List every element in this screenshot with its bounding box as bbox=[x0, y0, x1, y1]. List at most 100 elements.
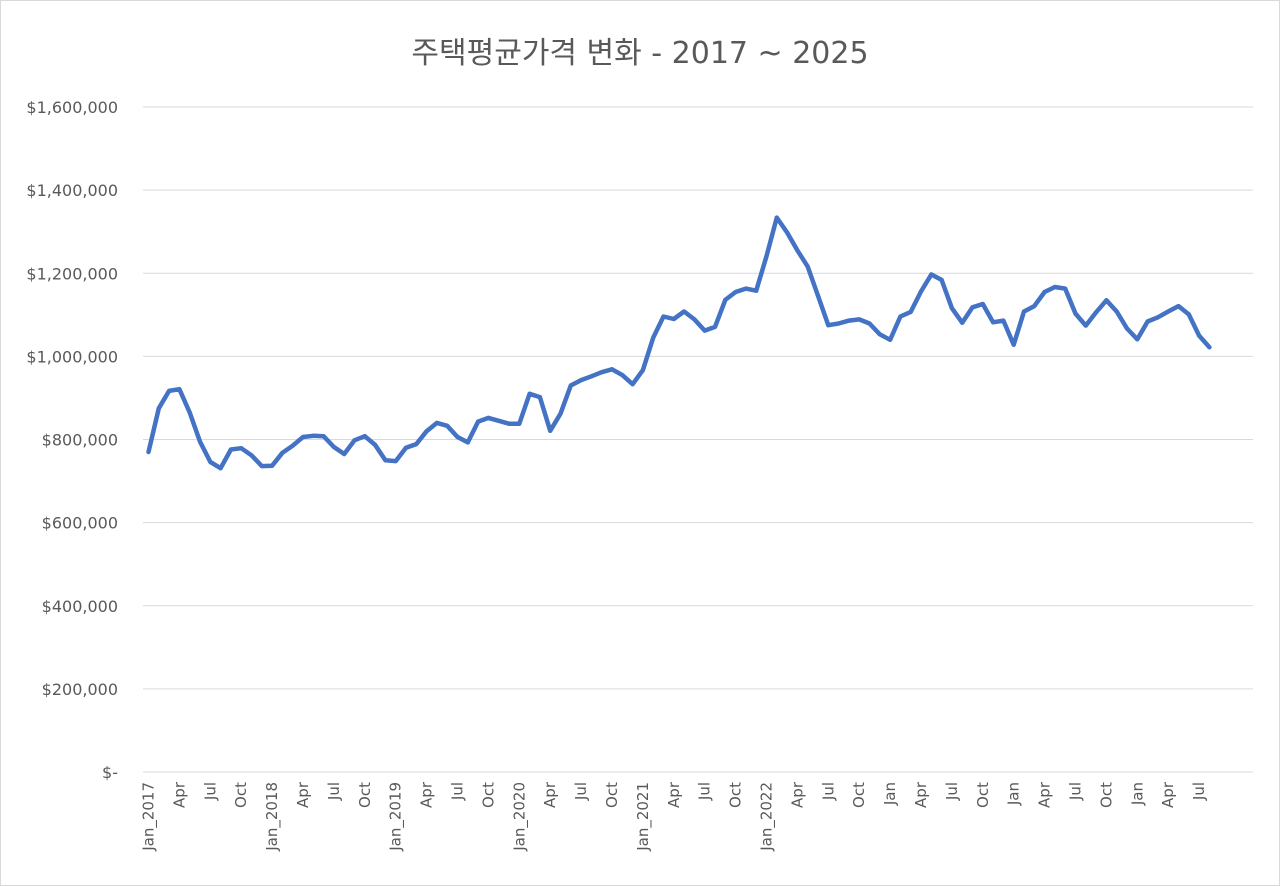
data-point bbox=[455, 435, 460, 439]
data-point bbox=[795, 248, 800, 253]
data-point bbox=[270, 463, 275, 468]
x-tick-label: Oct bbox=[727, 782, 745, 808]
x-tick-label: Oct bbox=[232, 782, 250, 808]
x-tick-label: Apr bbox=[1036, 781, 1054, 808]
data-point bbox=[1073, 311, 1078, 316]
data-point bbox=[424, 429, 429, 434]
data-point bbox=[290, 443, 295, 448]
data-point bbox=[702, 328, 707, 333]
data-point bbox=[156, 406, 161, 411]
data-point bbox=[661, 314, 666, 319]
data-point bbox=[826, 323, 831, 328]
data-point bbox=[1001, 318, 1006, 323]
data-point bbox=[476, 419, 481, 424]
data-point bbox=[177, 387, 182, 392]
data-point bbox=[733, 290, 738, 294]
data-point bbox=[1155, 315, 1160, 320]
x-tick-label: Oct bbox=[603, 782, 621, 808]
data-point bbox=[620, 373, 625, 378]
data-point bbox=[393, 459, 398, 464]
data-point bbox=[764, 254, 769, 259]
data-point bbox=[1104, 298, 1109, 303]
data-point bbox=[198, 439, 202, 444]
x-tick-label: Jan_2017 bbox=[140, 782, 159, 852]
data-point bbox=[507, 421, 511, 426]
data-point bbox=[692, 317, 697, 322]
series-layer bbox=[146, 215, 1212, 471]
data-point bbox=[167, 388, 172, 393]
data-point bbox=[414, 442, 419, 447]
data-point bbox=[919, 289, 923, 294]
x-tick-label: Jan_2022 bbox=[758, 782, 777, 852]
data-point bbox=[434, 420, 439, 425]
data-point bbox=[754, 288, 759, 293]
y-tick-label: $200,000 bbox=[42, 680, 118, 699]
y-tick-label: $600,000 bbox=[42, 514, 118, 533]
x-tick-label: Oct bbox=[850, 782, 868, 808]
x-tick-label: Jul bbox=[325, 782, 343, 801]
data-point bbox=[352, 438, 357, 443]
data-point bbox=[404, 445, 408, 450]
data-point bbox=[579, 378, 584, 383]
x-tick-label: Apr bbox=[912, 781, 930, 808]
data-point bbox=[301, 435, 305, 439]
x-tick-label: Jul bbox=[943, 782, 961, 801]
data-point bbox=[991, 320, 996, 325]
x-tick-label: Oct bbox=[974, 782, 992, 808]
data-point bbox=[640, 368, 645, 373]
data-point bbox=[568, 383, 573, 388]
x-tick-label: Jan bbox=[1128, 782, 1146, 806]
data-point bbox=[1094, 310, 1099, 315]
data-point bbox=[496, 418, 501, 423]
data-point bbox=[1145, 319, 1150, 324]
data-point bbox=[1083, 323, 1088, 328]
y-tick-label: $400,000 bbox=[42, 597, 118, 616]
data-point bbox=[208, 459, 213, 464]
x-axis-tick-labels: Jan_2017 Apr Jul Oct Jan_2018 Apr Jul Oct Jan_20… bbox=[140, 781, 1209, 852]
data-point bbox=[373, 442, 378, 447]
data-point bbox=[1042, 290, 1047, 294]
data-point bbox=[187, 410, 192, 415]
data-point bbox=[589, 374, 594, 379]
data-point bbox=[1166, 309, 1171, 314]
data-point bbox=[1052, 285, 1057, 289]
data-point bbox=[960, 320, 965, 325]
data-point bbox=[774, 215, 779, 220]
data-point bbox=[445, 423, 450, 428]
y-tick-label: $800,000 bbox=[42, 431, 118, 450]
data-point bbox=[331, 445, 336, 449]
y-tick-label: $1,000,000 bbox=[26, 347, 118, 366]
data-point bbox=[651, 335, 656, 340]
data-point bbox=[548, 428, 553, 433]
data-point bbox=[908, 309, 913, 314]
data-point bbox=[630, 382, 635, 387]
y-tick-label: $1,600,000 bbox=[26, 98, 118, 117]
data-point bbox=[599, 370, 604, 375]
data-point bbox=[249, 453, 254, 458]
x-tick-label: Jan_2019 bbox=[387, 782, 406, 852]
x-tick-label: Apr bbox=[665, 781, 683, 808]
data-point bbox=[228, 447, 233, 452]
data-point bbox=[537, 395, 542, 400]
data-point bbox=[383, 458, 388, 463]
x-tick-label: Jul bbox=[696, 782, 714, 801]
data-point bbox=[682, 309, 687, 314]
x-tick-label: Apr bbox=[418, 781, 436, 808]
data-point bbox=[486, 415, 491, 420]
data-point bbox=[898, 314, 903, 319]
data-point bbox=[970, 305, 975, 310]
data-point bbox=[846, 318, 851, 323]
x-tick-label: Jul bbox=[449, 782, 467, 801]
data-point bbox=[1197, 333, 1202, 338]
data-point bbox=[713, 324, 717, 329]
data-point bbox=[321, 434, 326, 439]
data-point bbox=[1135, 337, 1140, 342]
data-point bbox=[280, 450, 285, 455]
x-tick-label: Apr bbox=[541, 781, 559, 808]
x-tick-label: Apr bbox=[170, 781, 188, 808]
data-point bbox=[1125, 326, 1129, 331]
data-point bbox=[929, 272, 934, 277]
data-point bbox=[743, 286, 748, 291]
data-point bbox=[311, 433, 316, 438]
